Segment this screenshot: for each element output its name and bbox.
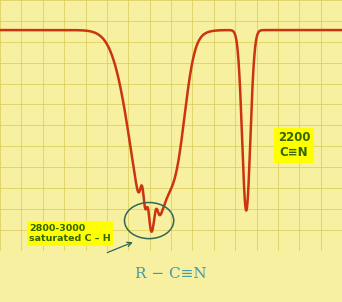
Text: R − C≡N: R − C≡N xyxy=(135,267,207,281)
Text: 2200
C≡N: 2200 C≡N xyxy=(278,131,311,159)
Text: 2800-3000
saturated C – H: 2800-3000 saturated C – H xyxy=(29,224,111,243)
